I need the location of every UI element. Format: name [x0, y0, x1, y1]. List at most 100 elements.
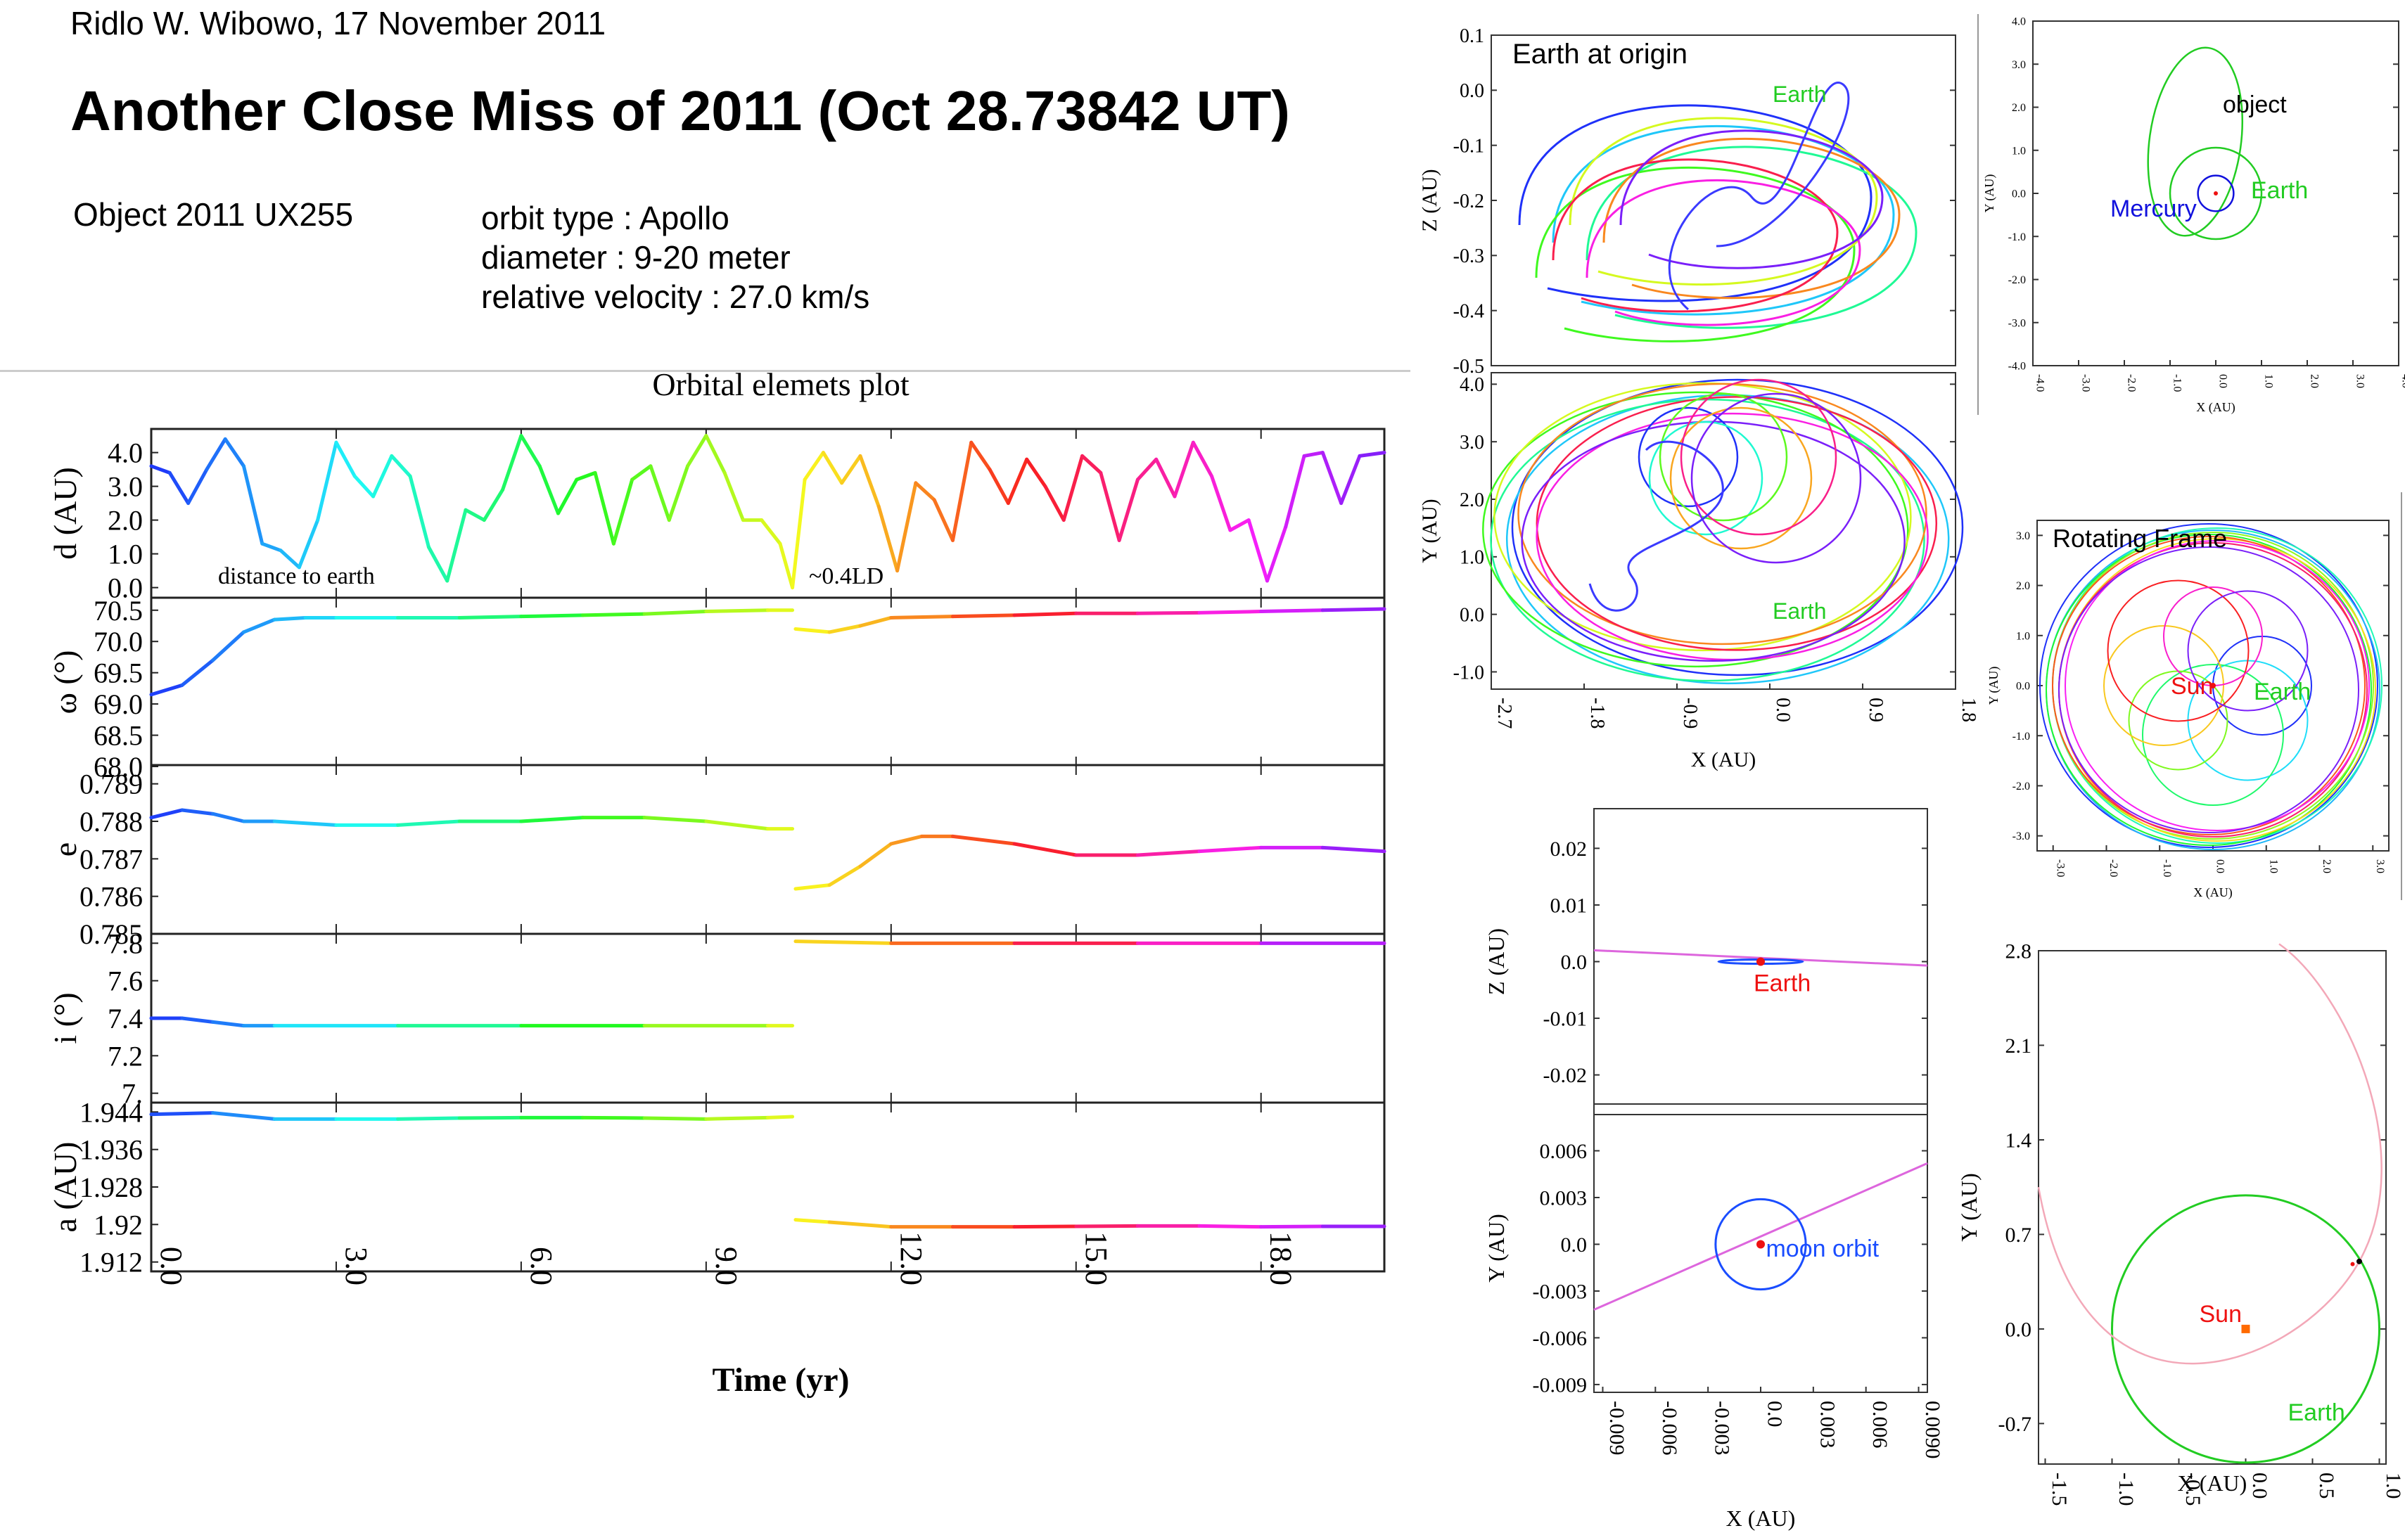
y-tick-label: 1.0: [108, 539, 143, 570]
y-tick-label: 0.788: [79, 806, 143, 838]
series-segment: [1025, 457, 1047, 489]
series-segment: [316, 440, 338, 522]
y-tick-label: 0.01: [1550, 894, 1588, 917]
y-tick-label: -0.4: [1453, 300, 1484, 322]
series-segment: [1012, 1224, 1078, 1229]
series-segment: [1135, 610, 1201, 615]
x-axis-label: X (AU): [1691, 748, 1756, 771]
series-segment: [1135, 457, 1159, 482]
series-segment: [827, 1220, 893, 1229]
x-tick-label: 0.0: [2217, 374, 2229, 388]
x-tick-label: 2.0: [2321, 859, 2333, 873]
x-tick-label: -1.5: [2048, 1472, 2071, 1506]
y-tick-label: -0.7: [1998, 1413, 2032, 1436]
earth-label: Earth: [1754, 970, 1811, 997]
y-tick-label: -0.009: [1533, 1373, 1588, 1397]
y-axis-label: Z (AU): [1484, 928, 1509, 995]
series-segment: [1228, 518, 1251, 532]
trajectory: [2065, 540, 2370, 831]
relative-velocity: relative velocity : 27.0 km/s: [481, 278, 870, 315]
trajectory-loop: [2107, 579, 2250, 722]
series-segment: [211, 630, 245, 662]
series-segment: [1135, 849, 1201, 857]
y-tick-label: 7.6: [108, 965, 143, 997]
series-segment: [167, 470, 191, 506]
series-segment: [519, 434, 542, 468]
x-axis-label: X (AU): [1726, 1506, 1796, 1531]
heliocentric-large-chart: 2.8 2.1 1.4 0.7 0.0 -0.7 -1.5 -1.0 -0.5 0.0 0.5 1.0…: [1956, 940, 2405, 1506]
x-tick-label: -3.0: [2080, 374, 2092, 392]
y-tick-label: 3.0: [2016, 530, 2030, 542]
trajectory: [1482, 391, 1909, 668]
x-tick-label: -2.7: [1493, 698, 1515, 729]
y-axis-label: a (AU): [47, 1142, 83, 1233]
x-tick-label: -1.0: [2171, 374, 2183, 392]
x-tick-label: 1.0: [2263, 374, 2275, 388]
y-tick-label: 0.0: [1460, 604, 1484, 626]
series-segment: [969, 440, 992, 472]
y-tick-label: 4.0: [108, 437, 143, 469]
series-segment: [149, 1111, 215, 1117]
y-tick-label: -0.5: [1453, 356, 1484, 378]
series-segment: [519, 816, 585, 823]
series-segment: [390, 454, 412, 478]
y-tick-label: -0.02: [1543, 1064, 1588, 1087]
author-line: Ridlo W. Wibowo, 17 November 2011: [70, 5, 606, 41]
object-name: Object 2011 UX255: [73, 196, 354, 233]
moon-orbit: [1714, 1198, 1807, 1291]
x-tick-label: -3.0: [2054, 859, 2066, 877]
series-segment: [889, 615, 955, 620]
y-tick-label: 7.8: [108, 928, 143, 959]
series-segment: [149, 464, 172, 475]
series-segment: [464, 508, 486, 522]
series-segment: [482, 487, 505, 522]
annotation-ld: ~0.4LD: [809, 563, 883, 589]
y-axis-label: d (AU): [47, 467, 83, 560]
series-segment: [722, 470, 745, 522]
diameter: diameter : 9-20 meter: [481, 239, 791, 276]
y-tick-label: 1.0: [2016, 630, 2030, 642]
x-tick-label: 12.0: [894, 1231, 929, 1285]
y-tick-label: -0.2: [1453, 191, 1484, 212]
series-segment: [180, 1016, 215, 1024]
trajectory-loop: [2103, 625, 2224, 746]
y-tick-label: -3.0: [2012, 830, 2030, 842]
zoom-xy-chart: 0.006 0.003 0.0 -0.003 -0.006 -0.009 -0.009 -0.…: [1484, 1103, 1944, 1531]
earth-label: Earth: [1773, 82, 1826, 107]
heliocentric-small-chart: 4.0 3.0 2.0 1.0 0.0 -1.0 -2.0 -3.0 -4.0 -4.0 -3.0 -…: [1977, 14, 2405, 415]
x-tick-label: 3.0: [2374, 859, 2386, 873]
series-segment: [1006, 457, 1029, 506]
y-tick-label: 1.0: [2012, 145, 2026, 157]
x-tick-label: 0.0090: [1921, 1401, 1944, 1459]
sun-label: Sun: [2171, 673, 2214, 700]
trajectory: [1511, 378, 1964, 676]
series-segment: [1259, 1224, 1325, 1229]
y-tick-label: 0.787: [79, 843, 143, 875]
trajectory: [1518, 104, 1873, 302]
series-segment: [581, 1115, 646, 1120]
y-tick-label: 2.0: [108, 505, 143, 537]
y-axis-label: Y (AU): [1986, 667, 2001, 705]
series-segment: [241, 617, 276, 634]
earth-orbit: [2111, 1194, 2380, 1464]
series-segment: [575, 470, 597, 482]
series-segment: [950, 440, 974, 542]
series-segment: [396, 1116, 461, 1121]
y-tick-label: 0.0: [1561, 951, 1588, 974]
x-axis-label: X (AU): [2193, 885, 2233, 900]
series-segment: [211, 1020, 245, 1028]
series-segment: [827, 624, 862, 634]
x-tick-label: -1.0: [2161, 859, 2173, 877]
series-segment: [180, 658, 215, 687]
series-segment: [950, 834, 1016, 846]
x-tick-label: 9.0: [709, 1247, 744, 1285]
x-tick-label: 0.0: [2214, 859, 2226, 873]
y-tick-label: -2.0: [2012, 781, 2030, 793]
x-tick-label: 0.0: [154, 1247, 189, 1285]
series-segment: [760, 518, 782, 546]
trajectory: [1493, 382, 1912, 652]
series-segment: [211, 811, 245, 823]
earth-marker: [1756, 1240, 1765, 1249]
object-properties: orbit type : Apollo diameter : 9-20 mete…: [481, 198, 869, 316]
y-tick-label: 3.0: [108, 471, 143, 503]
